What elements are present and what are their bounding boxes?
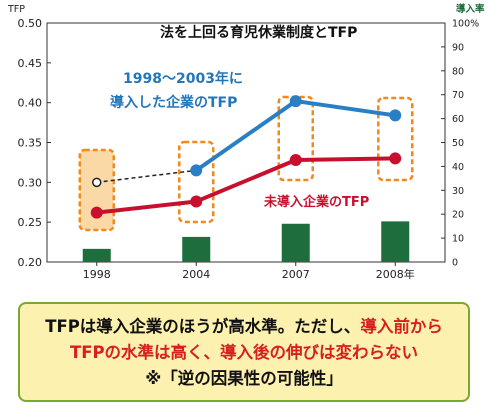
series-point xyxy=(190,164,203,177)
series-point xyxy=(389,109,402,122)
summary-line-1-highlight: 導入前から xyxy=(360,317,443,336)
summary-box: TFPは導入企業のほうが高水準。ただし、導入前から TFPの水準は高く、導入後の… xyxy=(18,302,470,402)
series-point xyxy=(190,195,203,208)
x-tick-label: 2008年 xyxy=(376,267,415,281)
y-right-tick-label: 0 xyxy=(452,258,458,269)
y-right-tick-label: 30 xyxy=(452,186,464,197)
summary-line-1: TFPは導入企業のほうが高水準。ただし、導入前から xyxy=(20,314,468,340)
highlight-box xyxy=(178,140,215,224)
y-right-tick-label: 70 xyxy=(452,90,464,101)
y-right-tick-label: 80 xyxy=(452,66,464,77)
y-right-tick-label: 20 xyxy=(452,210,464,221)
plot-area: 0.20 0.25 0.30 0.35 0.40 0.45 0.50 0 10 20 30 40 50 6… xyxy=(18,17,480,281)
x-tick-label: 2007 xyxy=(282,268,310,281)
y-left-tick-label: 0.50 xyxy=(18,17,43,30)
series-point xyxy=(90,206,103,219)
bar xyxy=(381,221,410,262)
y-right-tick-label: 60 xyxy=(452,114,464,125)
y-right-tick-label: 50 xyxy=(452,138,464,149)
blue-series-annotation-line2: 導入した企業のTFP xyxy=(110,94,237,111)
y-left-tick-label: 0.45 xyxy=(18,57,43,70)
y-left-tick-label: 0.35 xyxy=(18,137,43,150)
y-axis-right-title: 導入率 xyxy=(456,3,485,15)
y-left-tick-label: 0.30 xyxy=(18,176,43,189)
series-line-segment xyxy=(96,169,197,184)
bar xyxy=(82,248,111,262)
x-tick-label: 2004 xyxy=(182,268,210,281)
y-right-tick-label: 90 xyxy=(452,42,464,53)
y-right-tick-label: 10 xyxy=(452,234,464,245)
series-point xyxy=(92,177,102,188)
series-line-segment xyxy=(195,158,297,204)
series-point xyxy=(289,154,302,167)
series-line-segment xyxy=(96,199,197,215)
chart-title: 法を上回る育児休業制度とTFP xyxy=(160,24,357,41)
y-left-tick-label: 0.40 xyxy=(18,97,43,110)
y-axis-left-title: TFP xyxy=(7,4,25,15)
summary-line-2: TFPの水準は高く、導入後の伸びは変わらない xyxy=(69,343,419,362)
x-tick-label: 1998 xyxy=(83,268,111,281)
y-right-tick-label: 100% xyxy=(452,19,479,30)
series-line-segment xyxy=(295,156,396,163)
series-point xyxy=(289,95,302,108)
chart: TFP 導入率 法を上回る育児休業制度とTFP 0.20 0.25 0.30 0.35… xyxy=(7,3,485,281)
summary-line-1-text: TFPは導入企業のほうが高水準。ただし、 xyxy=(45,317,361,336)
bar xyxy=(182,236,211,262)
series-line-segment xyxy=(295,99,396,118)
y-left-tick-label: 0.20 xyxy=(18,256,43,269)
red-series-annotation: 未導入企業のTFP xyxy=(263,194,369,210)
summary-line-3: ※「逆の因果性の可能性」 xyxy=(145,369,343,388)
bar xyxy=(281,223,310,262)
y-left-tick-label: 0.25 xyxy=(18,216,43,229)
series-point xyxy=(389,152,402,165)
series-line-segment xyxy=(195,99,297,173)
highlight-box xyxy=(377,96,414,182)
y-right-tick-label: 40 xyxy=(452,162,464,173)
blue-series-annotation-line1: 1998～2003年に xyxy=(123,70,243,87)
